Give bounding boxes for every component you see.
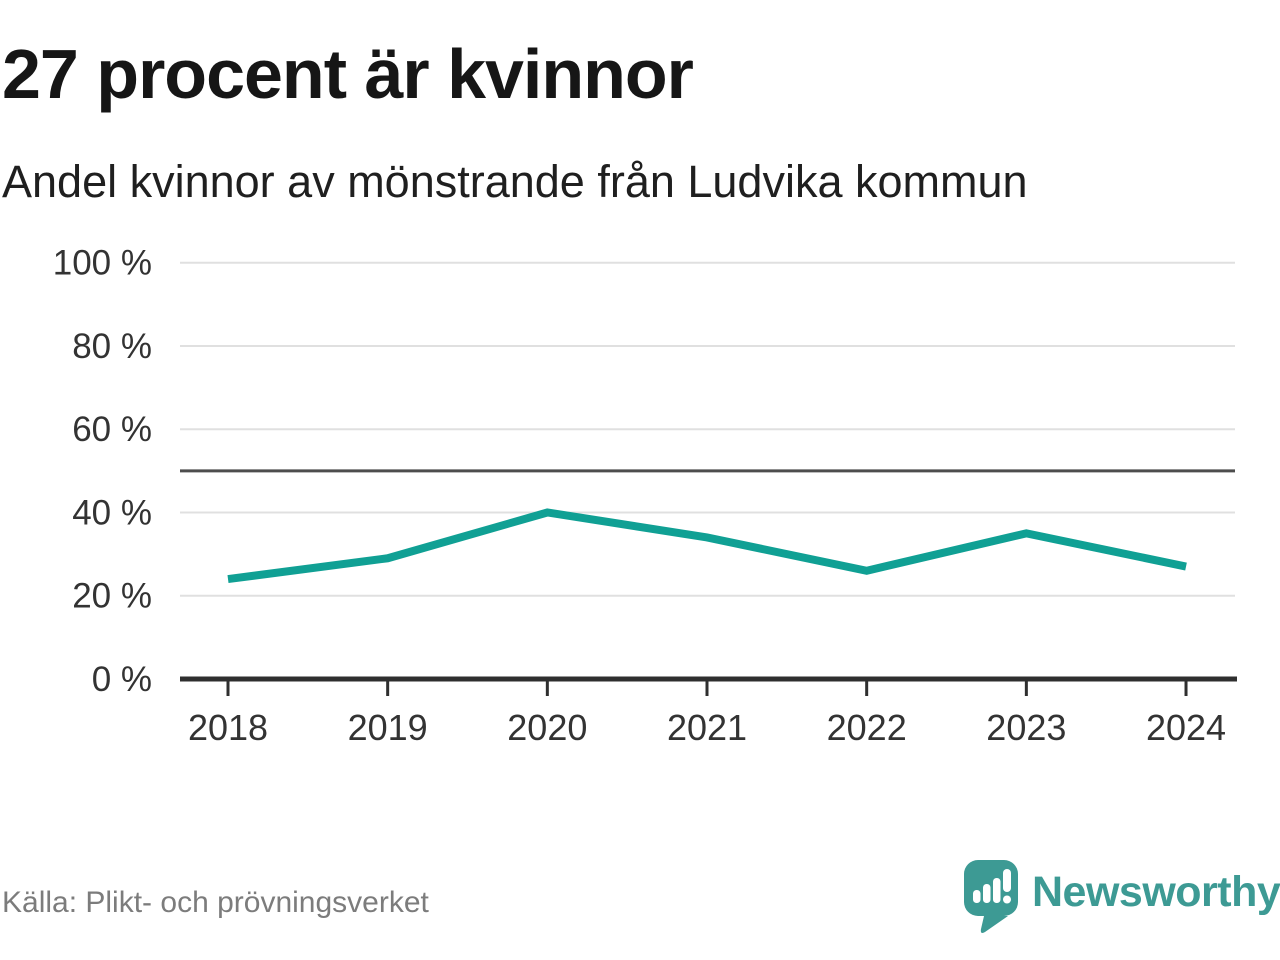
- y-tick-label: 40 %: [72, 493, 152, 532]
- y-tick-label: 100 %: [53, 244, 152, 283]
- source-note: Källa: Plikt- och prövningsverket: [2, 886, 429, 919]
- y-tick-label: 80 %: [72, 327, 152, 366]
- data-line: [227, 508, 1187, 584]
- newsworthy-logo: Newsworthy: [960, 856, 1280, 936]
- chart-subtitle: Andel kvinnor av mönstrande från Ludvika…: [2, 156, 1028, 207]
- exclamation-dot: [1003, 895, 1011, 904]
- x-tick-label: 2021: [667, 707, 747, 748]
- bar-large: [993, 878, 1001, 903]
- chart-title: 27 procent är kvinnor: [2, 35, 694, 113]
- y-tick-label: 0 %: [92, 660, 152, 699]
- newsworthy-logo-icon: [964, 860, 1018, 933]
- x-tick-label: 2024: [1146, 707, 1226, 748]
- newsworthy-logo-text: Newsworthy: [1032, 868, 1280, 916]
- x-tick-label: 2023: [986, 707, 1066, 748]
- y-tick-label: 20 %: [72, 577, 152, 616]
- exclamation-bar: [1003, 869, 1011, 892]
- x-tick-label: 2018: [188, 707, 268, 748]
- x-tick-label: 2019: [348, 707, 428, 748]
- bar-small: [973, 890, 981, 903]
- x-tick-label: 2020: [507, 707, 587, 748]
- x-tick-label: 2022: [827, 707, 907, 748]
- bar-medium: [983, 884, 991, 903]
- y-tick-label: 60 %: [72, 410, 152, 449]
